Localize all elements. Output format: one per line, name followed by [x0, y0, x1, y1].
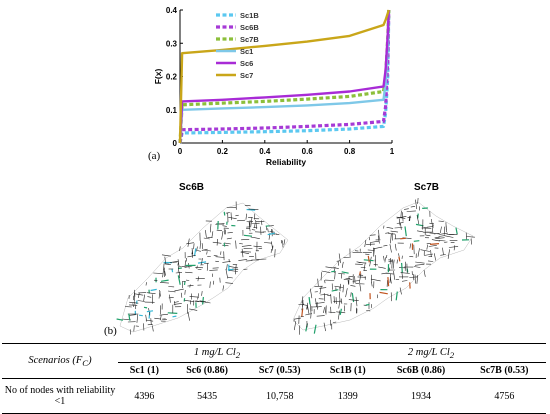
column-header: Sc1B (1): [316, 363, 379, 379]
x-axis-label: Reliability: [266, 157, 306, 167]
table-cell: 5435: [171, 379, 244, 414]
results-table: Scenarios (FC) 1 mg/L Cl2 2 mg/L Cl2 Sc1…: [2, 343, 546, 414]
network-pipes: [117, 202, 288, 335]
y-tick-label: 0: [173, 139, 178, 148]
x-tick-label: 0.4: [259, 147, 271, 156]
network-map-left: [108, 198, 308, 338]
column-header: Sc1 (1): [118, 363, 171, 379]
legend-label: Sc6: [240, 59, 253, 68]
column-header: Sc6 (0.86): [171, 363, 244, 379]
map-title-left: Sc6B: [179, 182, 204, 193]
legend-label: Sc7: [240, 71, 253, 80]
group-header-1mg: 1 mg/L Cl2: [118, 344, 316, 363]
panel-label-a: (a): [148, 150, 160, 162]
legend-label: Sc6B: [240, 23, 259, 32]
table-cell: 10,758: [243, 379, 316, 414]
column-header: Sc7 (0.53): [243, 363, 316, 379]
x-tick-label: 0.6: [302, 147, 314, 156]
table-cell: 4756: [463, 379, 546, 414]
scenarios-header: Scenarios (FC): [2, 344, 118, 379]
map-title-right: Sc7B: [414, 182, 439, 193]
series-line-sc6b: [180, 10, 389, 143]
group-header-2mg: 2 mg/L Cl2: [316, 344, 546, 363]
y-tick-label: 0.2: [166, 73, 178, 82]
legend-label: Sc1: [240, 47, 253, 56]
column-header: Sc7B (0.53): [463, 363, 546, 379]
x-tick-label: 0.8: [344, 147, 356, 156]
x-tick-label: 0: [178, 147, 183, 156]
table-cell: 4396: [118, 379, 171, 414]
row-label: No of nodes with reliability <1: [2, 379, 118, 414]
x-tick-label: 0.2: [217, 147, 229, 156]
network-pipes: [293, 198, 475, 335]
legend-label: Sc1B: [240, 11, 259, 20]
table-cell: 1934: [379, 379, 462, 414]
column-header: Sc6B (0.86): [379, 363, 462, 379]
panel-label-b: (b): [104, 325, 117, 337]
y-axis-label: F(x): [153, 69, 163, 85]
y-tick-label: 0.4: [166, 6, 178, 15]
table-cell: 1399: [316, 379, 379, 414]
legend-label: Sc7B: [240, 35, 259, 44]
y-tick-label: 0.3: [166, 39, 178, 48]
y-tick-label: 0.1: [166, 106, 178, 115]
network-map-right: [288, 198, 493, 338]
x-tick-label: 1: [390, 147, 395, 156]
